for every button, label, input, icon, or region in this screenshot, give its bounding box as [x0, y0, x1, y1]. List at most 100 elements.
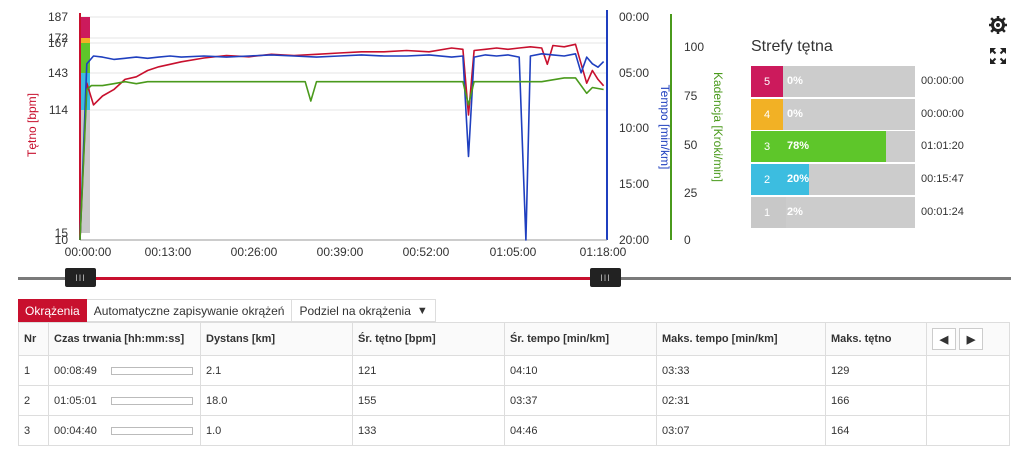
hr-zone-row: 2 20%: [751, 164, 915, 195]
cell-nr: 2: [18, 385, 49, 416]
pace-tick-label: 20:00: [619, 233, 649, 247]
hr-zone-row: 4 0%: [751, 99, 915, 130]
series-line: [79, 52, 605, 241]
pace-tick-label: 00:00: [619, 10, 649, 24]
table-row[interactable]: 3 00:04:40 1.0 133 04:46 03:07 164: [18, 415, 1010, 446]
cadence-axis-label: Kadencja [Kroki/min]: [711, 71, 725, 183]
hr-zone-percent: 20%: [787, 173, 810, 185]
cadence-tick-label: 25: [684, 186, 698, 200]
cell-empty: [926, 385, 1010, 416]
caret-down-icon: ▼: [416, 304, 428, 317]
hr-zone-band: [80, 43, 90, 73]
hr-tick-label: 114: [49, 103, 68, 117]
hr-zone-band: [80, 17, 90, 38]
cell-duration: 00:08:49: [48, 355, 201, 386]
table-row[interactable]: 1 00:08:49 2.1 121 04:10 03:33 129: [18, 355, 1010, 386]
hr-zone-fill-bar: [783, 164, 809, 195]
laps-toolbar: Okrążenia Automatyczne zapisywanie okrąż…: [18, 299, 436, 322]
hr-tick-label: 172: [48, 31, 68, 45]
col-header-nr: Nr: [18, 322, 49, 356]
col-header-distance: Dystans [km]: [200, 322, 353, 356]
cell-max-hr: 164: [825, 415, 927, 446]
auto-save-laps-button[interactable]: Automatyczne zapisywanie okrążeń: [86, 299, 293, 322]
cell-max-hr: 129: [825, 355, 927, 386]
pace-tick-label: 15:00: [619, 177, 649, 191]
x-tick-label: 00:13:00: [145, 245, 192, 259]
pace-tick-label: 10:00: [619, 121, 649, 135]
col-header-max-hr: Maks. tętno: [825, 322, 927, 356]
cell-avg-pace: 04:10: [504, 355, 657, 386]
gear-icon: [989, 16, 1007, 34]
hr-zone-fill-bar: [783, 197, 786, 228]
triangle-left-icon: ◀: [939, 333, 949, 346]
prev-page-button[interactable]: ◀: [932, 328, 956, 350]
duration-bar: [110, 426, 193, 435]
triangle-right-icon: ▶: [966, 333, 976, 346]
cadence-tick-label: 75: [684, 89, 698, 103]
x-tick-label: 01:18:00: [580, 245, 627, 259]
hr-zone-time: 00:15:47: [921, 173, 964, 185]
x-tick-label: 00:52:00: [403, 245, 450, 259]
hr-zone-number: 2: [751, 164, 783, 195]
x-tick-label: 00:39:00: [317, 245, 364, 259]
hr-zone-percent: 2%: [787, 206, 803, 218]
fullscreen-button[interactable]: [987, 45, 1009, 67]
hr-zone-fill-bar: [783, 131, 886, 162]
series-line: [79, 77, 604, 241]
hr-zone-time: 00:01:24: [921, 206, 964, 218]
cell-avg-hr: 155: [352, 385, 505, 416]
cell-avg-hr: 121: [352, 355, 505, 386]
hr-tick-label: 143: [48, 66, 68, 80]
hr-zone-time: 01:01:20: [921, 140, 964, 152]
hr-zone-number: 4: [751, 99, 783, 130]
col-header-max-pace: Maks. tempo [min/km]: [656, 322, 826, 356]
cell-max-pace: 03:33: [656, 355, 826, 386]
cadence-tick-label: 100: [684, 40, 704, 54]
x-tick-label: 00:00:00: [65, 245, 112, 259]
duration-bar: [110, 396, 193, 405]
cadence-tick-label: 0: [684, 233, 691, 247]
expand-icon: [990, 48, 1006, 64]
slider-handle-start[interactable]: III: [65, 268, 96, 287]
cell-distance: 2.1: [200, 355, 353, 386]
duration-bar: [110, 366, 193, 375]
hr-zone-row: 1 2%: [751, 197, 915, 228]
hr-tick-label: 15: [55, 226, 69, 240]
table-row[interactable]: 2 01:05:01 18.0 155 03:37 02:31 166: [18, 385, 1010, 416]
cell-empty: [926, 415, 1010, 446]
hr-zone-number: 5: [751, 66, 783, 97]
hr-zone-band: [80, 110, 90, 233]
heart-rate-axis-label: Tętno [bpm]: [25, 92, 39, 158]
x-tick-label: 00:26:00: [231, 245, 278, 259]
hr-zone-time: 00:00:00: [921, 75, 964, 87]
cell-duration: 01:05:01: [48, 385, 201, 416]
next-page-button[interactable]: ▶: [959, 328, 983, 350]
cell-max-pace: 02:31: [656, 385, 826, 416]
settings-button[interactable]: [987, 14, 1009, 36]
col-header-duration: Czas trwania [hh:mm:ss]: [48, 322, 201, 356]
tab-laps[interactable]: Okrążenia: [18, 299, 87, 322]
cell-nr: 1: [18, 355, 49, 386]
x-tick-label: 01:05:00: [490, 245, 537, 259]
hr-zone-number: 1: [751, 197, 783, 228]
col-header-avg-hr: Śr. tętno [bpm]: [352, 322, 505, 356]
table-header-row: Nr Czas trwania [hh:mm:ss] Dystans [km] …: [18, 322, 1010, 356]
hr-zones-title: Strefy tętna: [751, 38, 833, 55]
cell-nr: 3: [18, 415, 49, 446]
cell-duration: 00:04:40: [48, 415, 201, 446]
table-nav-cell: ◀ ▶: [926, 322, 1010, 356]
split-laps-label: Podziel na okrążenia: [299, 303, 411, 318]
cadence-tick-label: 50: [684, 138, 698, 152]
hr-zone-row: 3 78%: [751, 131, 915, 162]
hr-zone-percent: 0%: [787, 108, 803, 120]
hr-zone-time: 00:00:00: [921, 108, 964, 120]
cell-avg-pace: 03:37: [504, 385, 657, 416]
split-laps-dropdown[interactable]: Podziel na okrążenia ▼: [291, 299, 436, 322]
hr-tick-label: 167: [48, 36, 68, 50]
cell-distance: 18.0: [200, 385, 353, 416]
pace-axis-label: Tempo [min/km]: [658, 84, 672, 170]
hr-tick-label: 10: [55, 233, 69, 247]
slider-handle-end[interactable]: III: [590, 268, 621, 287]
hr-zone-band: [80, 38, 90, 43]
